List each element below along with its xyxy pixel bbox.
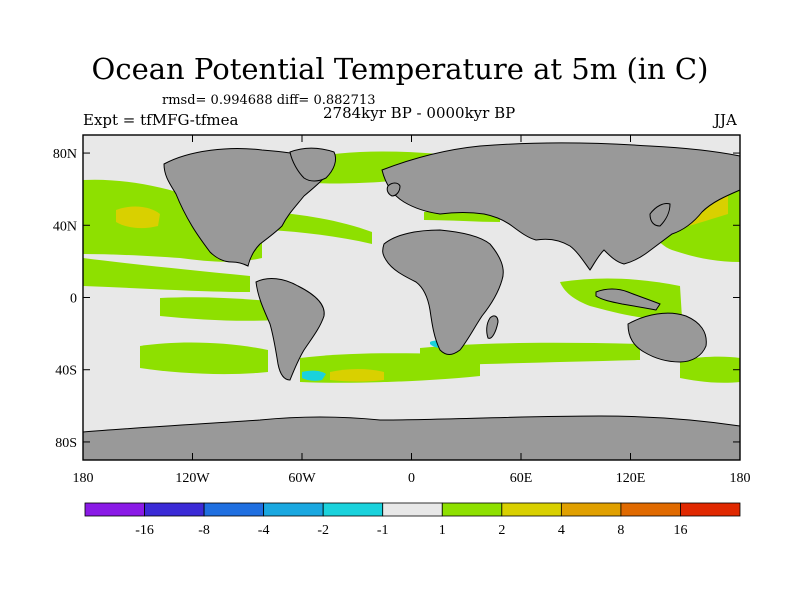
- colorbar-label: 4: [558, 523, 565, 538]
- pacific-subtropical-band: [83, 258, 250, 292]
- x-axis: 180 120W 60W 0 60E 120E 180: [73, 135, 751, 486]
- colorbar-label: 16: [673, 523, 687, 538]
- madagascar: [486, 315, 499, 339]
- x-tick-label: 60E: [510, 471, 533, 486]
- greenland: [289, 147, 337, 182]
- colorbar-swatch: [382, 502, 443, 517]
- x-tick-label: 60W: [288, 471, 316, 486]
- africa: [382, 229, 504, 355]
- x-tick-label: 0: [408, 471, 415, 486]
- south-america: [255, 278, 325, 381]
- x-tick-label: 180: [730, 471, 751, 486]
- colorbar-label: -16: [135, 523, 154, 538]
- y-axis: 80N 40N 0 40S 80S: [53, 147, 740, 451]
- y-tick-label: 80S: [55, 436, 77, 451]
- colorbar-swatch: [322, 502, 384, 517]
- colorbar-swatch: [441, 502, 503, 517]
- land-layer: [82, 142, 741, 461]
- colorbar-label: 1: [439, 523, 446, 538]
- australia: [627, 312, 707, 363]
- season-label: JJA: [714, 111, 737, 129]
- stats-label: rmsd= 0.994688 diff= 0.882713: [162, 93, 376, 108]
- colorbar-label: -1: [377, 523, 389, 538]
- british-isles: [386, 182, 401, 197]
- colorbar-label: 2: [498, 523, 505, 538]
- x-tick-label: 120W: [175, 471, 210, 486]
- colorbar-label: -2: [317, 523, 329, 538]
- eurasia: [381, 142, 741, 271]
- antarctica: [82, 415, 741, 461]
- south-atlantic-patch: [330, 369, 384, 382]
- chart-title: Ocean Potential Temperature at 5m (in C): [91, 52, 709, 86]
- colorbar-swatch: [501, 502, 562, 517]
- colorbar-swatch: [620, 502, 681, 517]
- equatorial-eastern-pacific: [160, 297, 278, 321]
- colorbar-swatch: [560, 502, 622, 517]
- north-atlantic-band: [270, 212, 372, 244]
- period-label: 2784kyr BP - 0000kyr BP: [323, 104, 516, 122]
- colorbar-label: 8: [617, 523, 624, 538]
- north-pacific-yellow-patch: [116, 206, 160, 229]
- x-tick-label: 120E: [616, 471, 646, 486]
- colorbar-label: -4: [258, 523, 270, 538]
- colorbar-swatch: [84, 502, 145, 517]
- colorbar-swatch: [680, 502, 741, 517]
- y-tick-label: 0: [70, 292, 77, 307]
- experiment-label: Expt = tfMFG-tfmea: [83, 111, 239, 129]
- colorbar-label: -8: [198, 523, 210, 538]
- y-tick-label: 40S: [55, 364, 77, 379]
- colorbar-swatch: [144, 502, 205, 517]
- colorbar: -16 -8 -4 -2 -1 1 2 4 8 16: [84, 502, 741, 538]
- colorbar-swatch: [203, 502, 265, 517]
- indonesia: [595, 288, 661, 311]
- japan: [649, 203, 671, 227]
- x-tick-label: 180: [73, 471, 94, 486]
- y-tick-label: 40N: [53, 219, 77, 234]
- south-atlantic-band: [300, 353, 480, 383]
- southern-ocean-band: [140, 342, 268, 375]
- colorbar-swatch: [263, 502, 324, 517]
- y-tick-label: 80N: [53, 147, 77, 162]
- tasman-sea-band: [680, 356, 740, 383]
- brazil-malvinas-confluence: [302, 370, 326, 381]
